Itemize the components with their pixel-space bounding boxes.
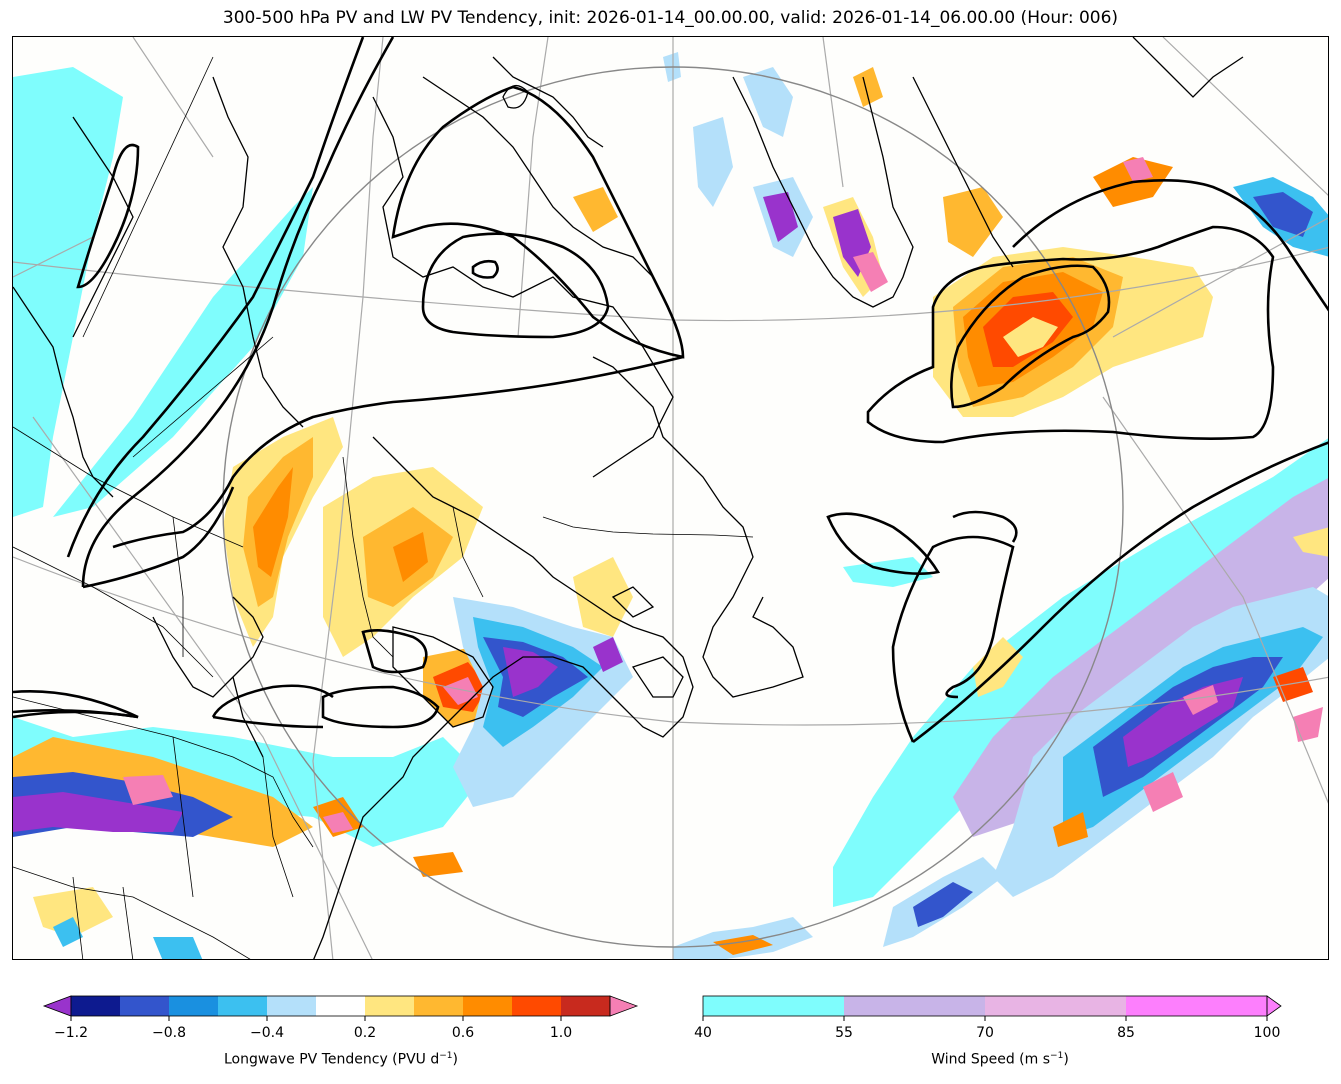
pv-colorbar-swatches	[42, 995, 639, 1021]
wind-colorbar-swatch	[985, 996, 1126, 1016]
pv-tendency-greenland	[573, 52, 1328, 297]
pv-colorbar-swatch	[267, 996, 316, 1016]
wind-colorbar-swatch	[844, 996, 985, 1016]
wind-speed-shading	[13, 67, 1328, 907]
pv-tendency-northeast-us	[13, 597, 633, 959]
wind-colorbar-swatch	[703, 996, 844, 1016]
pv-colorbar-tick-label: 1.0	[549, 1025, 573, 1041]
pv-colorbar-swatch	[169, 996, 218, 1016]
pv-tendency-positive	[223, 67, 1328, 727]
pv-colorbar-swatch	[316, 996, 365, 1016]
pv-colorbar-swatch	[71, 996, 120, 1016]
map-title: 300-500 hPa PV and LW PV Tendency, init:…	[222, 8, 1119, 28]
pv-colorbar-swatch	[365, 996, 414, 1016]
wind-colorbar-tick-label: 55	[835, 1025, 853, 1041]
pv-colorbar-label: Longwave PV Tendency (PVU d−1)	[223, 1051, 458, 1068]
pv-contours	[13, 37, 1328, 744]
pv-colorbar-swatch	[561, 996, 610, 1016]
pv-colorbar-tick-label: 0.2	[353, 1025, 377, 1041]
pv-colorbar-under	[42, 995, 72, 1017]
pv-colorbar-swatch	[512, 996, 561, 1016]
pv-colorbar-swatch	[463, 996, 512, 1016]
wind-colorbar-label: Wind Speed (m s−1)	[931, 1051, 1069, 1068]
wind-colorbar-tick-label: 70	[976, 1025, 994, 1041]
wind-colorbar-tick-label: 85	[1117, 1025, 1135, 1041]
wind-colorbar-swatches	[702, 995, 1282, 1021]
political-borders	[13, 56, 754, 959]
coastlines	[13, 37, 1244, 959]
pv-colorbar-tick-label: −0.8	[152, 1025, 186, 1041]
pv-colorbar-over	[609, 995, 639, 1017]
wind-colorbar-tick-label: 40	[694, 1025, 712, 1041]
pv-colorbar-tick-label: 0.6	[451, 1025, 475, 1041]
pv-tendency-colorbar	[42, 995, 639, 1021]
pv-colorbar-tick-label: −0.4	[250, 1025, 284, 1041]
wind-colorbar-tick-label: 100	[1253, 1025, 1281, 1041]
pv-colorbar-swatch	[218, 996, 267, 1016]
wind-speed-colorbar	[702, 995, 1297, 1021]
wind-colorbar-swatch	[1126, 996, 1267, 1016]
pv-colorbar-tick-label: −1.2	[54, 1025, 88, 1041]
map-panel	[12, 36, 1329, 960]
map-canvas	[13, 37, 1328, 959]
pv-colorbar-swatch	[414, 996, 463, 1016]
pv-colorbar-frame	[70, 995, 611, 1017]
wind-colorbar-over	[1266, 995, 1282, 1017]
pv-colorbar-swatch	[120, 996, 169, 1016]
